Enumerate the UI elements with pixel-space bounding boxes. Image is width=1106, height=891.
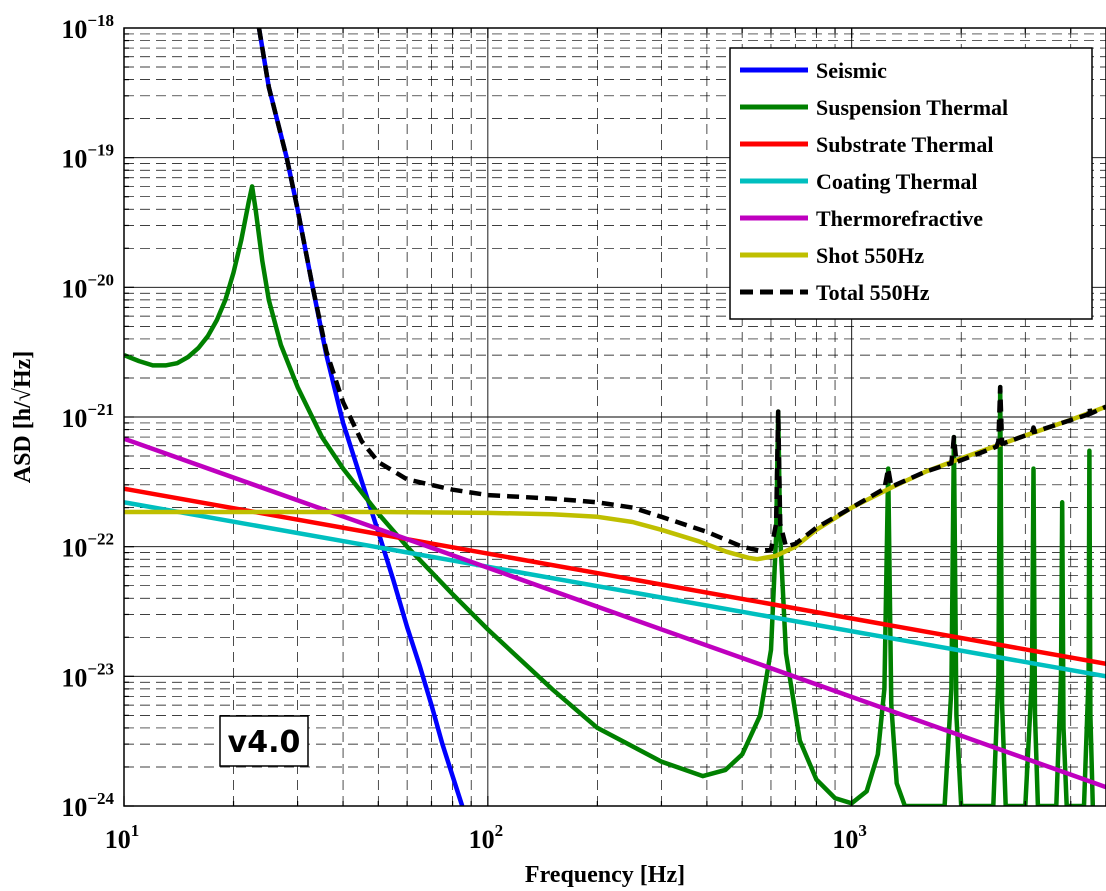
- grid: [123, 28, 1106, 806]
- y-axis-label: ASD [h/√Hz]: [10, 351, 36, 484]
- legend-label: Thermorefractive: [816, 206, 983, 231]
- x-tick-label: 103: [832, 821, 867, 854]
- x-tick-label: 102: [469, 821, 504, 854]
- x-axis-label: Frequency [Hz]: [525, 862, 685, 888]
- legend-label: Seismic: [816, 58, 887, 83]
- y-tick-label: 10−21: [61, 400, 114, 433]
- ticks: [123, 28, 1106, 807]
- x-tick-labels: 101 102 103: [105, 821, 867, 854]
- series-line-substrate-thermal: [124, 486, 1106, 667]
- series-line-suspension-thermal: [124, 184, 1096, 806]
- y-tick-label: 10−18: [61, 11, 114, 44]
- legend-label: Suspension Thermal: [816, 95, 1008, 120]
- version-badge: v4.0: [219, 715, 309, 767]
- series-line-total-550hz: [256, 28, 1106, 554]
- y-tick-label: 10−19: [61, 141, 114, 174]
- legend-label: Shot 550Hz: [816, 243, 924, 268]
- y-tick-label: 10−23: [61, 659, 114, 692]
- y-tick-label: 10−22: [61, 530, 114, 563]
- legend-label: Substrate Thermal: [816, 132, 993, 157]
- series-line-thermorefractive: [124, 436, 1106, 790]
- legend-label: Coating Thermal: [816, 169, 978, 194]
- y-tick-label: 10−20: [61, 270, 114, 303]
- series-layer: [124, 28, 1106, 806]
- x-tick-label: 101: [105, 821, 140, 854]
- legend-label: Total 550Hz: [816, 280, 930, 305]
- version-label: v4.0: [228, 725, 301, 760]
- series-line-coating-thermal: [124, 500, 1106, 679]
- y-tick-labels: 10−24 10−23 10−22 10−21 10−20 10−19 10−18: [61, 11, 114, 822]
- version-box: [219, 715, 309, 767]
- legend: Seismic Suspension Thermal Substrate Therm…: [729, 47, 1093, 320]
- y-tick-label: 10−24: [61, 789, 114, 822]
